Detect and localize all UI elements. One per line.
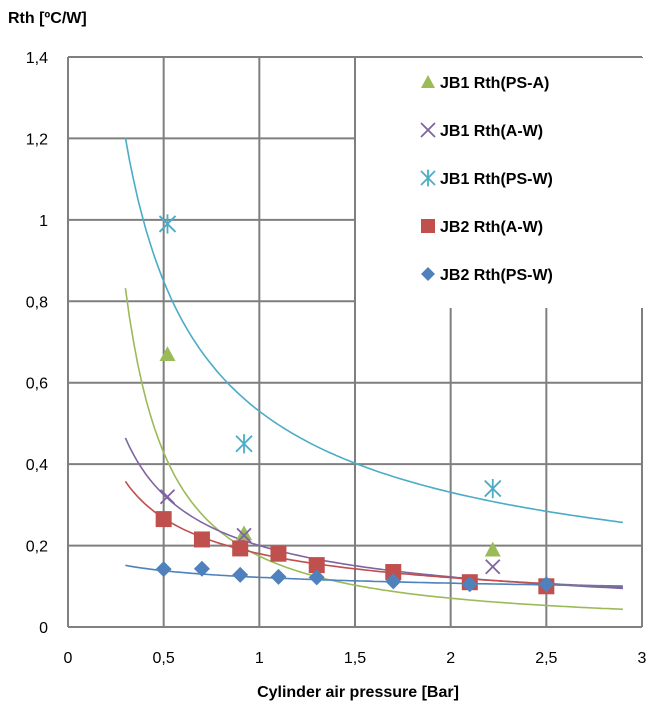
trendline bbox=[124, 137, 623, 524]
data-point bbox=[159, 346, 176, 362]
legend-box bbox=[356, 58, 643, 308]
legend-marker bbox=[420, 122, 436, 138]
data-point bbox=[236, 527, 252, 544]
data-point bbox=[485, 559, 501, 575]
legend-marker bbox=[421, 219, 435, 233]
x-tick-label: 1 bbox=[255, 650, 264, 667]
y-tick-label: 1 bbox=[39, 213, 48, 230]
data-point bbox=[155, 561, 172, 578]
data-point bbox=[385, 564, 402, 581]
data-point bbox=[538, 576, 555, 593]
gridlines bbox=[67, 56, 643, 628]
data-point bbox=[308, 557, 325, 574]
data-point bbox=[159, 489, 176, 505]
y-tick-label: 0,6 bbox=[26, 376, 48, 393]
x-tick-label: 2 bbox=[446, 650, 455, 667]
data-point bbox=[158, 214, 177, 234]
y-tick-label: 1,2 bbox=[26, 131, 48, 148]
data-point bbox=[484, 478, 502, 499]
y-tick-label: 0 bbox=[39, 620, 48, 637]
x-tick-label: 3 bbox=[638, 650, 647, 667]
y-axis-title: Rth [ºC/W] bbox=[8, 10, 87, 27]
data-point bbox=[232, 540, 249, 557]
trendline bbox=[124, 287, 623, 611]
data-point bbox=[461, 576, 478, 593]
data-point bbox=[270, 568, 287, 585]
legend-label: JB2 Rth(PS-W) bbox=[440, 267, 553, 284]
legend-marker bbox=[421, 75, 435, 88]
data-point bbox=[385, 573, 402, 590]
data-point bbox=[236, 525, 253, 541]
x-axis-title: Cylinder air pressure [Bar] bbox=[257, 684, 459, 701]
x-tick-label: 0,5 bbox=[153, 650, 175, 667]
data-point bbox=[308, 569, 325, 586]
y-tick-label: 0,8 bbox=[26, 294, 48, 311]
x-tick-label: 1,5 bbox=[344, 650, 366, 667]
x-axis-ticks: 0 0,5 1 1,5 2 2,5 3 bbox=[64, 650, 647, 667]
data-point bbox=[193, 560, 210, 577]
data-point bbox=[484, 541, 501, 557]
legend-marker bbox=[420, 169, 436, 187]
data-point bbox=[193, 531, 210, 548]
legend-label: JB1 Rth(A-W) bbox=[440, 123, 543, 140]
legend-label: JB1 Rth(PS-W) bbox=[440, 171, 553, 188]
x-tick-label: 2,5 bbox=[535, 650, 557, 667]
y-tick-label: 1,4 bbox=[26, 50, 48, 67]
data-point bbox=[155, 511, 172, 528]
y-axis-ticks: 0 0,2 0,4 0,6 0,8 1 1,2 1,4 bbox=[26, 50, 48, 637]
data-point bbox=[270, 545, 287, 562]
data-point bbox=[235, 434, 253, 454]
y-tick-label: 0,4 bbox=[26, 457, 48, 474]
x-tick-label: 0 bbox=[64, 650, 73, 667]
y-tick-label: 0,2 bbox=[26, 539, 48, 556]
legend-label: JB1 Rth(PS-A) bbox=[440, 75, 549, 92]
data-markers bbox=[155, 214, 555, 595]
legend-label: JB2 Rth(A-W) bbox=[440, 219, 543, 236]
data-point bbox=[232, 566, 249, 583]
legend: JB1 Rth(PS-A) JB1 Rth(A-W) JB1 Rth(PS-W) JB… bbox=[420, 75, 553, 284]
legend-marker bbox=[421, 267, 435, 281]
